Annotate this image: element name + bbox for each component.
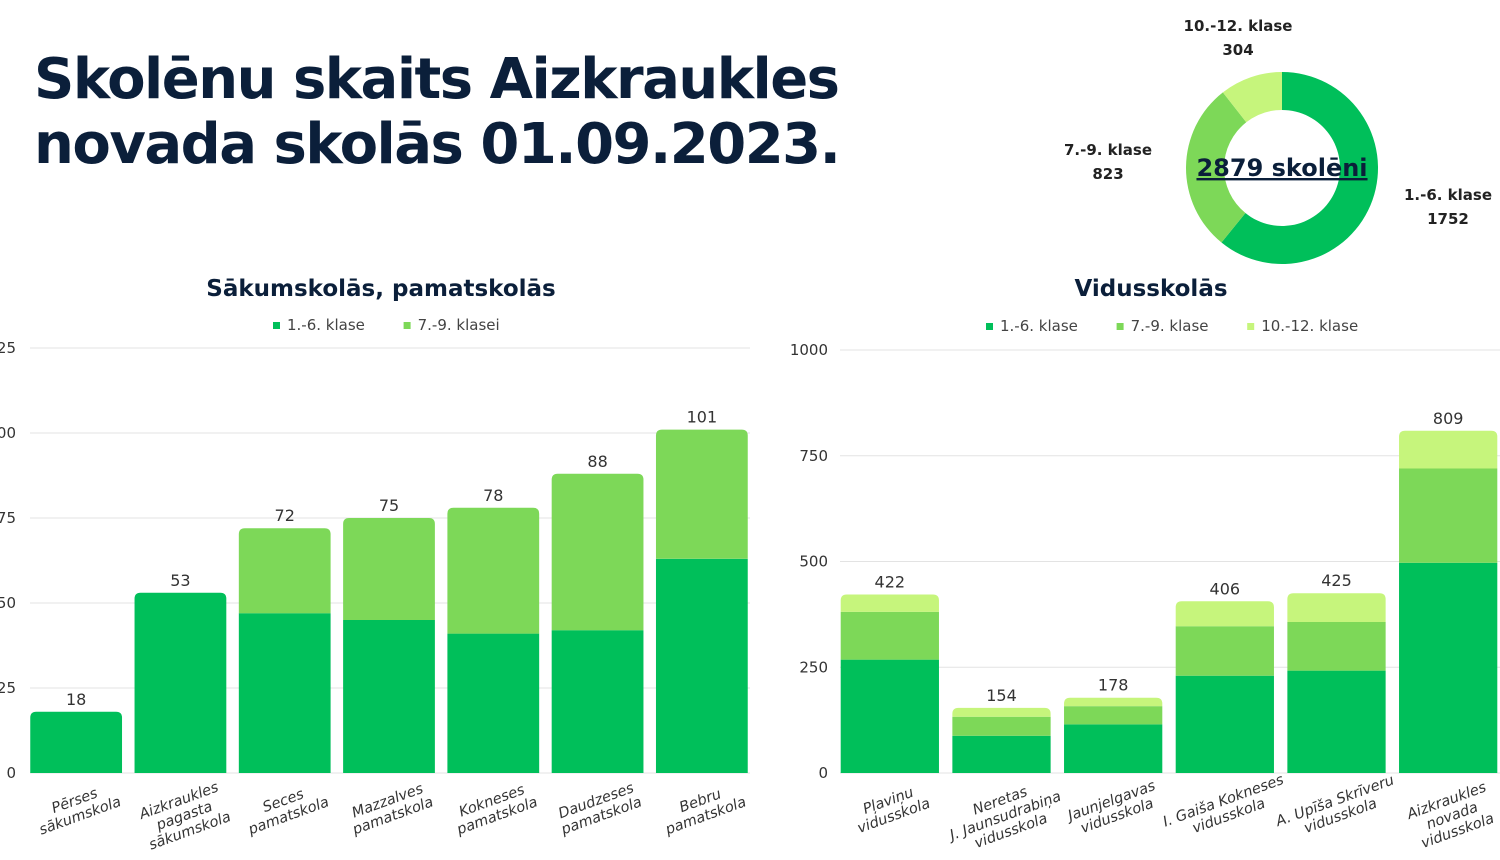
bar-segment	[952, 716, 1051, 736]
donut-slice-value: 1752	[1427, 210, 1469, 228]
bar-segment	[840, 594, 939, 612]
legend-label: 1.-6. klase	[1000, 317, 1078, 335]
donut-center-label: 2879 skolēni	[1196, 154, 1367, 182]
bar-segment	[551, 630, 644, 773]
bar-segment	[1064, 724, 1163, 773]
bar-segment	[447, 507, 540, 634]
donut-slice-value: 304	[1222, 41, 1253, 59]
donut-slice	[1221, 72, 1378, 264]
legend-label: 10.-12. klase	[1261, 317, 1358, 335]
legend-swatch	[986, 323, 993, 330]
bar-segment	[447, 633, 540, 773]
y-tick-label: 25	[0, 679, 16, 697]
y-tick-label: 750	[799, 447, 828, 465]
bar-segment	[343, 518, 435, 620]
bar-total-label: 154	[986, 686, 1017, 705]
bar-segment	[1175, 601, 1274, 627]
legend-swatch	[1116, 323, 1124, 330]
legend-swatch	[273, 322, 280, 329]
bar-segment	[134, 592, 227, 773]
legend-swatch	[1247, 323, 1255, 330]
donut-slice	[1185, 92, 1247, 243]
bar-segment	[1287, 621, 1386, 671]
y-tick-label: 50	[0, 594, 16, 612]
x-category-label: NeretasJ. Jaunsudrabiņavidusskola	[940, 774, 1069, 860]
x-category-label: Pļaviņuvidusskola	[850, 781, 933, 837]
legend-label: 1.-6. klase	[287, 316, 365, 334]
chart-title: Sākumskolās, pamatskolās	[206, 276, 555, 302]
bar-segment	[655, 429, 748, 559]
bar-total-label: 78	[483, 486, 503, 505]
bar-segment	[1064, 697, 1163, 707]
bar-total-label: 53	[170, 571, 190, 590]
donut-slice-label: 7.-9. klase	[1064, 141, 1152, 159]
legend-swatch	[403, 322, 411, 329]
bar-segment	[1287, 593, 1386, 622]
bar-segment	[30, 711, 123, 773]
bar-total-label: 809	[1433, 409, 1464, 428]
bar-segment	[840, 659, 939, 773]
bar-total-label: 425	[1321, 571, 1352, 590]
y-tick-label: 1000	[790, 341, 828, 359]
y-tick-label: 500	[799, 553, 828, 571]
bar-segment	[1175, 675, 1274, 773]
bar-total-label: 422	[875, 572, 906, 591]
bar-segment	[1399, 430, 1498, 469]
bar-segment	[655, 558, 748, 773]
bar-segment	[238, 613, 331, 773]
chart-title: Vidusskolās	[1074, 276, 1227, 302]
bar-segment	[952, 735, 1051, 773]
bar-total-label: 75	[379, 496, 399, 515]
x-category-label: I. Gaiša Koknesesvidusskola	[1161, 772, 1292, 846]
bar-segment	[238, 528, 331, 614]
bar-total-label: 178	[1098, 676, 1129, 695]
x-category-label: Jaunjelgavasvidusskola	[1063, 778, 1163, 841]
bar-segment	[1399, 468, 1498, 563]
y-tick-label: 75	[0, 509, 16, 527]
y-tick-label: 100	[0, 424, 16, 442]
y-tick-label: 0	[818, 764, 828, 782]
donut-slice-label: 10.-12. klase	[1184, 17, 1293, 35]
bar-segment	[551, 473, 644, 631]
y-tick-label: 125	[0, 339, 16, 357]
donut-slice-value: 823	[1092, 165, 1123, 183]
y-tick-label: 0	[6, 764, 16, 782]
donut-slice	[1222, 72, 1282, 123]
donut-slice-label: 1.-6. klase	[1404, 186, 1492, 204]
bar-segment	[1287, 670, 1386, 773]
bar-total-label: 101	[687, 408, 718, 427]
bar-total-label: 406	[1210, 579, 1241, 598]
y-tick-label: 250	[799, 658, 828, 676]
bar-segment	[1399, 562, 1498, 773]
bar-segment	[952, 707, 1051, 717]
page-title-line-2: novada skolās 01.09.2023.	[34, 111, 841, 177]
bar-segment	[343, 620, 435, 773]
bar-total-label: 88	[587, 452, 607, 471]
x-category-label: A. Upīša Skrīveruvidusskola	[1273, 772, 1402, 845]
bar-segment	[1175, 626, 1274, 676]
bar-total-label: 18	[66, 690, 86, 709]
bar-total-label: 72	[275, 506, 295, 525]
bar-segment	[1064, 706, 1163, 725]
legend-label: 7.-9. klase	[1131, 317, 1209, 335]
x-category-label: Aizkrauklesnovadavidusskola	[1404, 779, 1500, 853]
bar-segment	[840, 611, 939, 660]
page-title-line-1: Skolēnu skaits Aizkraukles	[34, 47, 840, 112]
page-title: Skolēnu skaits Aizkraukles novada skolās…	[34, 47, 841, 178]
legend-label: 7.-9. klasei	[418, 316, 500, 334]
